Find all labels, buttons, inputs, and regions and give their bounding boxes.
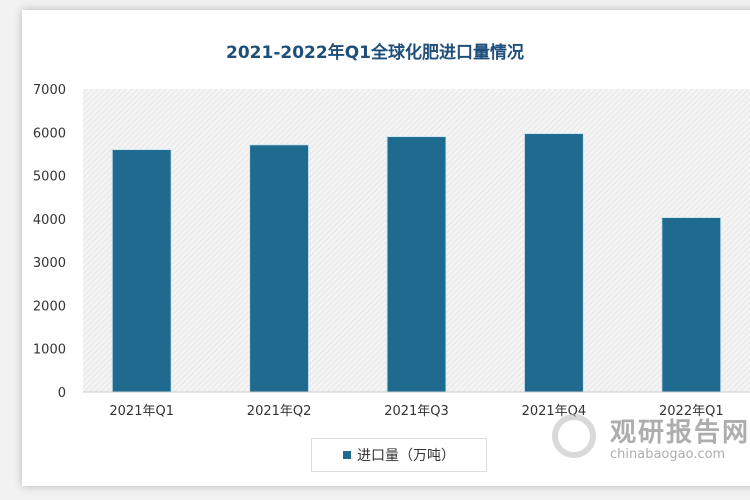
watermark-en: chinabaogao.com (610, 447, 726, 462)
legend-label: 进口量（万吨） (357, 448, 455, 464)
y-tick-label: 7000 (33, 83, 66, 98)
bar (662, 217, 721, 392)
watermark-logo-icon (552, 414, 596, 458)
x-tick-label: 2021年Q2 (247, 404, 312, 419)
bar (524, 134, 583, 392)
legend: 进口量（万吨） (311, 438, 487, 472)
y-tick-label: 2000 (33, 299, 66, 314)
y-tick-label: 0 (58, 386, 66, 401)
legend-swatch (343, 451, 351, 459)
bar (250, 145, 309, 392)
y-tick-label: 4000 (33, 213, 66, 228)
watermark-cn: 观研报告网 (610, 418, 750, 448)
bar (387, 137, 446, 392)
y-tick-label: 1000 (33, 343, 66, 358)
x-tick-label: 2021年Q3 (384, 404, 449, 419)
x-tick-label: 2021年Q1 (109, 404, 174, 419)
x-tick-label: 2022年Q1 (659, 404, 724, 419)
y-tick-label: 5000 (33, 170, 66, 185)
bar (112, 150, 171, 392)
chart-title: 2021-2022年Q1全球化肥进口量情况 (226, 43, 524, 63)
y-tick-label: 3000 (33, 256, 66, 271)
y-tick-label: 6000 (33, 126, 66, 141)
watermark: 观研报告网 chinabaogao.com (552, 412, 750, 462)
